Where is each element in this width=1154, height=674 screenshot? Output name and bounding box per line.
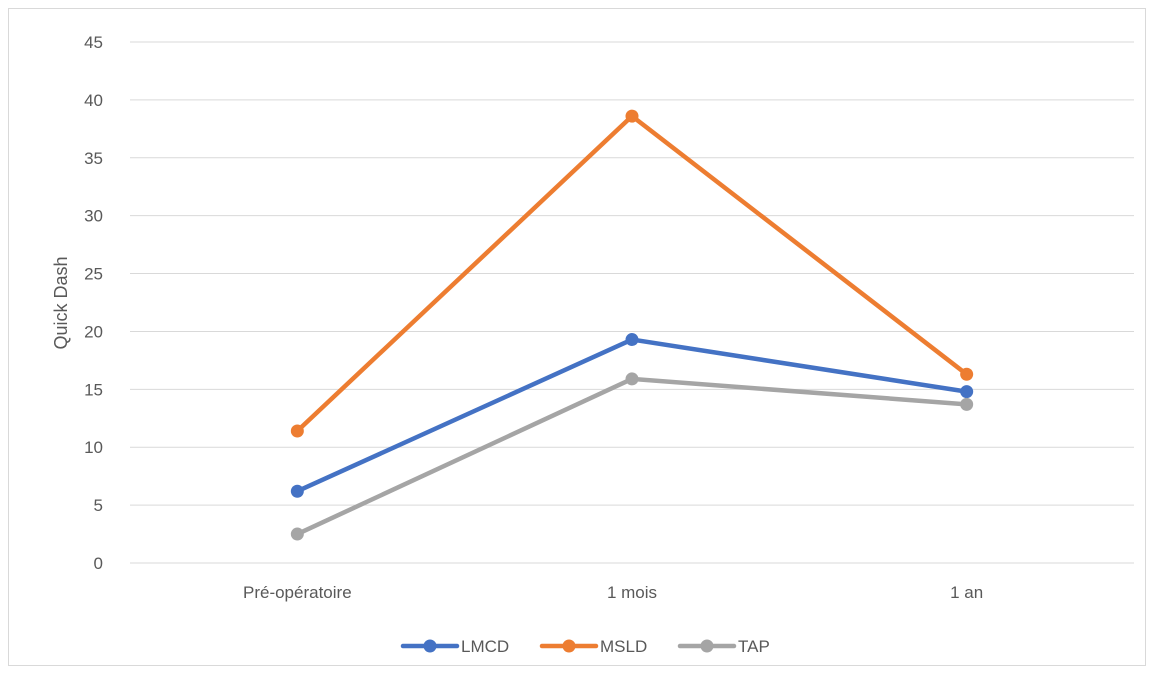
series-line	[295, 337, 969, 494]
legend: LMCD MSLD TAP	[400, 637, 770, 656]
series-lines	[290, 109, 974, 541]
legend-item-msld: MSLD	[539, 637, 647, 656]
series-tap	[290, 372, 974, 541]
data-point	[625, 333, 639, 347]
data-point	[625, 372, 639, 386]
data-point	[625, 109, 639, 123]
series-msld	[290, 109, 974, 438]
legend-label: LMCD	[461, 637, 509, 656]
data-point	[290, 527, 304, 541]
series-lmcd	[290, 333, 974, 498]
legend-marker	[700, 639, 714, 653]
y-tick-label: 35	[84, 149, 103, 168]
y-tick-label: 0	[94, 554, 103, 573]
data-point	[290, 484, 304, 498]
legend-marker	[423, 639, 437, 653]
data-point	[960, 385, 974, 399]
y-axis-title: Quick Dash	[51, 256, 71, 349]
y-tick-label: 15	[84, 380, 103, 399]
legend-label: TAP	[738, 637, 770, 656]
data-point	[960, 397, 974, 411]
y-tick-label: 5	[94, 496, 103, 515]
y-tick-label: 30	[84, 207, 103, 226]
x-tick-labels: Pré-opératoire 1 mois 1 an	[243, 583, 983, 602]
y-tick-label: 20	[84, 322, 103, 341]
legend-item-tap: TAP	[677, 637, 770, 656]
y-tick-label: 45	[84, 33, 103, 52]
data-point	[290, 424, 304, 438]
y-tick-label: 40	[84, 91, 103, 110]
y-tick-label: 10	[84, 438, 103, 457]
data-point	[960, 367, 974, 381]
gridlines	[130, 41, 1134, 564]
chart-frame	[8, 8, 1146, 666]
x-tick-label: 1 mois	[607, 583, 657, 602]
x-tick-label: 1 an	[950, 583, 983, 602]
y-tick-labels: 0 5 10 15 20 25 30 35 40 45	[84, 33, 103, 573]
y-tick-label: 25	[84, 265, 103, 284]
x-tick-label: Pré-opératoire	[243, 583, 352, 602]
legend-item-lmcd: LMCD	[400, 637, 509, 656]
legend-label: MSLD	[600, 637, 647, 656]
legend-marker	[562, 639, 576, 653]
series-line	[295, 376, 969, 537]
